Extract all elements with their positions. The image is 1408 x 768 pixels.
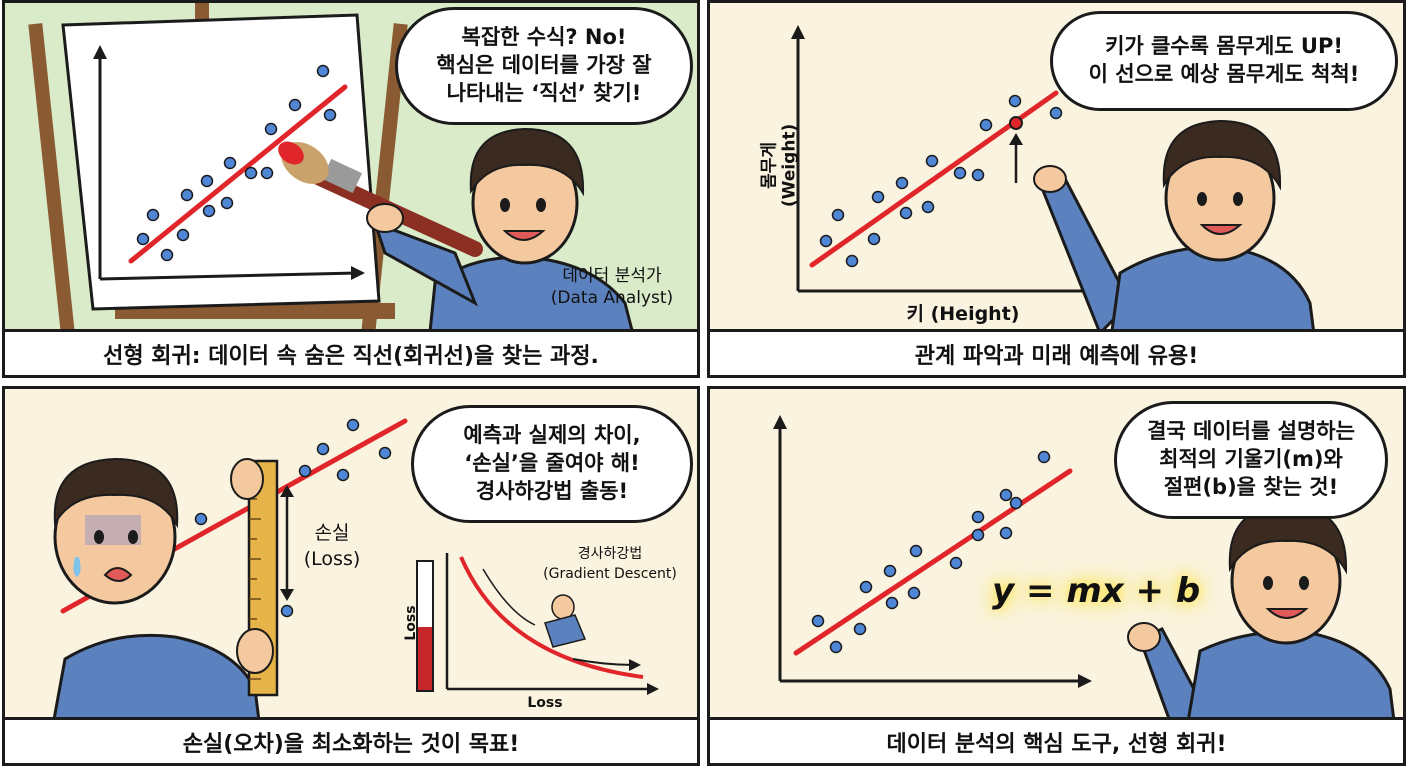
- loss-illustration: [44, 418, 659, 763]
- gradient-descent-label-korean: 경사하강법: [577, 546, 643, 562]
- comic-panel-2: 몸무게 (Weight) 키 (Height) 키가 클수록 몸무게도 UP! …: [707, 0, 1406, 378]
- loss-label-english: (Loss): [303, 547, 361, 570]
- panel-caption: 선형 회귀: 데이터 속 숨은 직선(회귀선)을 찾는 과정.: [5, 329, 697, 375]
- y-axis-label-english: (Weight): [780, 123, 800, 208]
- panel-caption: 손실(오차)을 최소화하는 것이 목표!: [5, 717, 697, 763]
- speech-line-3: 나타내는 ‘직선’ 찾기!: [446, 80, 642, 105]
- speech-line-3: 경사하강법 출동!: [475, 478, 629, 503]
- gd-x-axis-label: Loss: [527, 695, 563, 711]
- speech-line-1: 예측과 실제의 차이,: [463, 423, 641, 448]
- speech-line-1: 복잡한 수식? No!: [461, 25, 627, 50]
- data-points: [811, 450, 1051, 654]
- speech-line-2: ‘손실’을 줄여야 해!: [464, 451, 640, 476]
- speech-line-1: 키가 클수록 몸무게도 UP!: [1105, 34, 1343, 59]
- loss-label: 손실 (Loss): [287, 521, 377, 572]
- speech-line-2: 최적의 기울기(m)와: [1159, 447, 1343, 472]
- comic-panel-1: 복잡한 수식? No! 핵심은 데이터를 가장 잘 나타내는 ‘직선’ 찾기! …: [2, 0, 700, 378]
- linear-equation: y = mx + b: [992, 571, 1201, 611]
- panel-caption: 관계 파악과 미래 예측에 유용!: [710, 329, 1403, 375]
- comic-panel-3: 손실 (Loss) 예측과 실제의 차이, ‘손실’을 줄여야 해! 경사하강법…: [2, 386, 700, 766]
- gd-y-axis-label: Loss: [403, 605, 419, 641]
- panel-caption: 데이터 분석의 핵심 도구, 선형 회귀!: [710, 717, 1403, 763]
- data-points: [136, 64, 337, 262]
- y-axis-label-korean: 몸무게: [759, 141, 780, 189]
- gradient-descent-label: 경사하강법 (Gradient Descent): [525, 545, 695, 584]
- speech-bubble: 키가 클수록 몸무게도 UP! 이 선으로 예상 몸무게도 척척!: [1050, 11, 1398, 111]
- speech-line-2: 이 선으로 예상 몸무게도 척척!: [1088, 62, 1360, 86]
- role-label-english: (Data Analyst): [550, 288, 674, 309]
- speech-line-2: 핵심은 데이터를 가장 잘: [436, 53, 652, 78]
- comic-panel-4: 결국 데이터를 설명하는 최적의 기울기(m)와 절편(b)을 찾는 것! y …: [707, 386, 1406, 766]
- role-label-korean: 데이터 분석가: [562, 266, 662, 286]
- y-axis-label: 몸무게 (Weight): [760, 115, 801, 215]
- role-label: 데이터 분석가 (Data Analyst): [529, 265, 695, 309]
- data-points: [194, 418, 392, 618]
- gradient-descent-label-english: (Gradient Descent): [543, 565, 677, 582]
- data-points: [819, 94, 1063, 268]
- speech-bubble: 예측과 실제의 차이, ‘손실’을 줄여야 해! 경사하강법 출동!: [411, 405, 693, 523]
- x-axis-label: 키 (Height): [906, 303, 1020, 325]
- speech-bubble: 결국 데이터를 설명하는 최적의 기울기(m)와 절편(b)을 찾는 것!: [1114, 401, 1388, 519]
- loss-label-korean: 손실: [314, 522, 350, 544]
- speech-line-1: 결국 데이터를 설명하는: [1147, 419, 1355, 444]
- speech-bubble: 복잡한 수식? No! 핵심은 데이터를 가장 잘 나타내는 ‘직선’ 찾기!: [395, 7, 693, 125]
- speech-line-3: 절편(b)을 찾는 것!: [1163, 474, 1339, 499]
